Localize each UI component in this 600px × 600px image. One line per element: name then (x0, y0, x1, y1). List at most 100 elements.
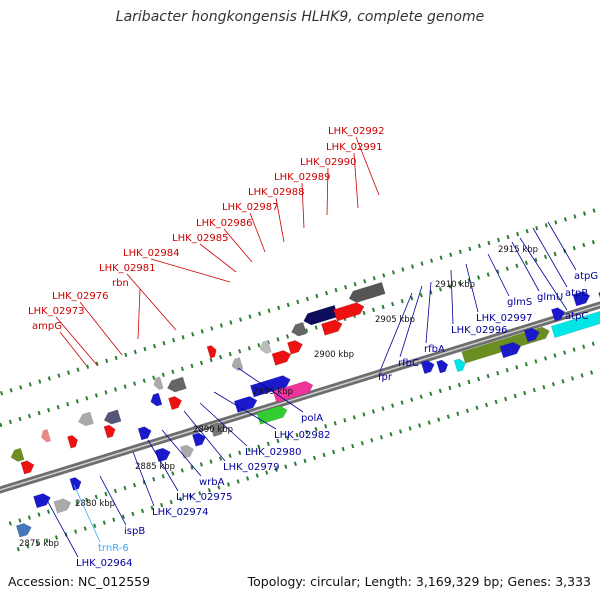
scale-tick (543, 254, 548, 260)
scale-tick (171, 369, 175, 375)
leader-line (126, 273, 177, 331)
leader-line (355, 136, 380, 196)
scale-tick (18, 416, 22, 422)
scale-tick (554, 220, 558, 225)
scale-tick (285, 435, 289, 441)
gene-label-upper: rbn (112, 278, 129, 289)
gene-label-upper: LHK_02987 (222, 202, 278, 213)
gene-block (436, 359, 449, 374)
scale-tick (582, 344, 586, 349)
kbp-label: 2905 kbp (375, 315, 415, 325)
scale-tick (322, 452, 326, 458)
gene-block (233, 396, 258, 413)
scale-tick (46, 509, 51, 514)
scale-tick (551, 381, 555, 387)
scale-tick (199, 462, 203, 467)
scale-tick (26, 544, 30, 549)
gene-block (191, 432, 206, 447)
kbp-label: 2910 kbp (435, 280, 475, 290)
scale-tick (152, 343, 157, 349)
gene-label-upper: LHK_02989 (274, 172, 330, 183)
gene-label-lower: LHK_02997 (476, 313, 532, 324)
scale-tick (486, 373, 490, 379)
scale-tick (505, 266, 509, 271)
scale-tick (16, 546, 20, 552)
scale-tick (199, 360, 204, 366)
scale-tick (47, 407, 51, 413)
scale-tick (217, 485, 221, 490)
gene-block (15, 523, 32, 538)
scale-tick (401, 267, 405, 272)
gene-block (154, 447, 171, 463)
leader-line (487, 253, 510, 297)
scale-tick (523, 390, 527, 396)
gene-label-lower: polA (301, 413, 323, 424)
gene-block (166, 376, 187, 393)
gene-block (550, 301, 600, 339)
map-title: Laribacter hongkongensis HLHK9, complete… (115, 9, 485, 25)
scale-tick (286, 302, 290, 308)
scale-tick (532, 387, 536, 393)
scale-tick (274, 467, 278, 472)
gene-label-upper: LHK_02973 (28, 306, 84, 317)
scale-tick (590, 370, 594, 375)
scale-tick (591, 239, 595, 245)
gene-label-upper: LHK_02981 (99, 263, 155, 274)
scale-tick (218, 456, 223, 461)
scale-tick (190, 363, 194, 369)
kbp-label: 2875 kbp (19, 539, 59, 549)
scale-tick (477, 376, 481, 382)
scale-tick (75, 399, 79, 404)
scale-tick (389, 432, 393, 437)
kbp-label: 2885 kbp (135, 462, 175, 472)
gene-label-lower: glmS (507, 297, 532, 308)
gene-label-lower: rfbC (398, 358, 419, 369)
scale-tick (494, 399, 498, 405)
scale-tick (573, 214, 577, 219)
scale-tick (142, 378, 146, 383)
scale-tick (112, 517, 116, 523)
scale-tick (228, 351, 232, 357)
scale-tick (418, 423, 422, 428)
scale-tick (305, 296, 309, 302)
scale-tick (238, 450, 242, 455)
scale-tick (207, 488, 211, 493)
scale-tick (0, 422, 3, 428)
scale-tick (83, 526, 87, 531)
scale-tick (104, 390, 108, 395)
leader-line (275, 197, 285, 243)
gene-block (77, 411, 94, 427)
scale-tick (303, 458, 307, 464)
gene-block (333, 302, 365, 322)
scale-tick (57, 373, 61, 378)
scale-tick (542, 384, 546, 390)
scale-tick (400, 400, 404, 405)
gene-label-lower: atpB (565, 288, 588, 299)
scale-tick (93, 523, 97, 528)
scale-tick (277, 305, 281, 311)
scale-tick (446, 414, 450, 419)
scale-tick (458, 249, 462, 255)
scale-tick (391, 301, 395, 307)
scale-tick (94, 494, 98, 500)
leader-line (161, 429, 202, 477)
scale-tick (563, 217, 567, 222)
leader-line (379, 292, 413, 372)
leader-line (399, 285, 423, 358)
gene-block (66, 434, 79, 449)
scale-tick (276, 438, 280, 444)
scale-tick (315, 293, 319, 299)
scale-tick (74, 529, 78, 534)
scale-tick (363, 279, 367, 284)
scale-tick (285, 334, 290, 339)
scale-tick (515, 365, 519, 370)
scale-tick (181, 335, 185, 340)
gene-label-lower: atpC (565, 311, 588, 322)
scale-tick (487, 240, 491, 246)
scale-tick (121, 514, 125, 520)
scale-tick (525, 228, 529, 234)
gene-label-upper: LHK_02988 (248, 187, 304, 198)
gene-block (256, 405, 288, 425)
scale-tick (85, 396, 89, 401)
